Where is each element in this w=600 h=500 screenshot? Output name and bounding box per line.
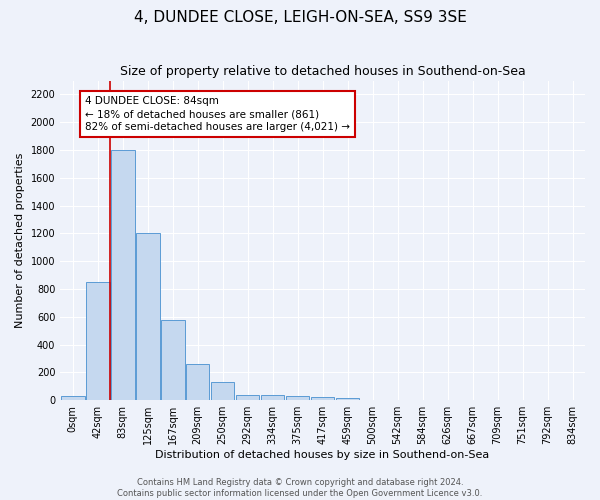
Title: Size of property relative to detached houses in Southend-on-Sea: Size of property relative to detached ho… <box>120 65 526 78</box>
Bar <box>261 394 284 400</box>
Bar <box>186 364 209 400</box>
Bar <box>311 398 334 400</box>
Text: 4 DUNDEE CLOSE: 84sqm
← 18% of detached houses are smaller (861)
82% of semi-det: 4 DUNDEE CLOSE: 84sqm ← 18% of detached … <box>85 96 350 132</box>
Bar <box>161 320 185 400</box>
Bar <box>336 398 359 400</box>
Bar <box>136 234 160 400</box>
Text: 4, DUNDEE CLOSE, LEIGH-ON-SEA, SS9 3SE: 4, DUNDEE CLOSE, LEIGH-ON-SEA, SS9 3SE <box>134 10 466 25</box>
Bar <box>286 396 310 400</box>
Bar <box>86 282 110 400</box>
Y-axis label: Number of detached properties: Number of detached properties <box>15 152 25 328</box>
Bar <box>236 394 259 400</box>
X-axis label: Distribution of detached houses by size in Southend-on-Sea: Distribution of detached houses by size … <box>155 450 490 460</box>
Bar <box>111 150 134 400</box>
Text: Contains HM Land Registry data © Crown copyright and database right 2024.
Contai: Contains HM Land Registry data © Crown c… <box>118 478 482 498</box>
Bar <box>61 396 85 400</box>
Bar <box>211 382 235 400</box>
